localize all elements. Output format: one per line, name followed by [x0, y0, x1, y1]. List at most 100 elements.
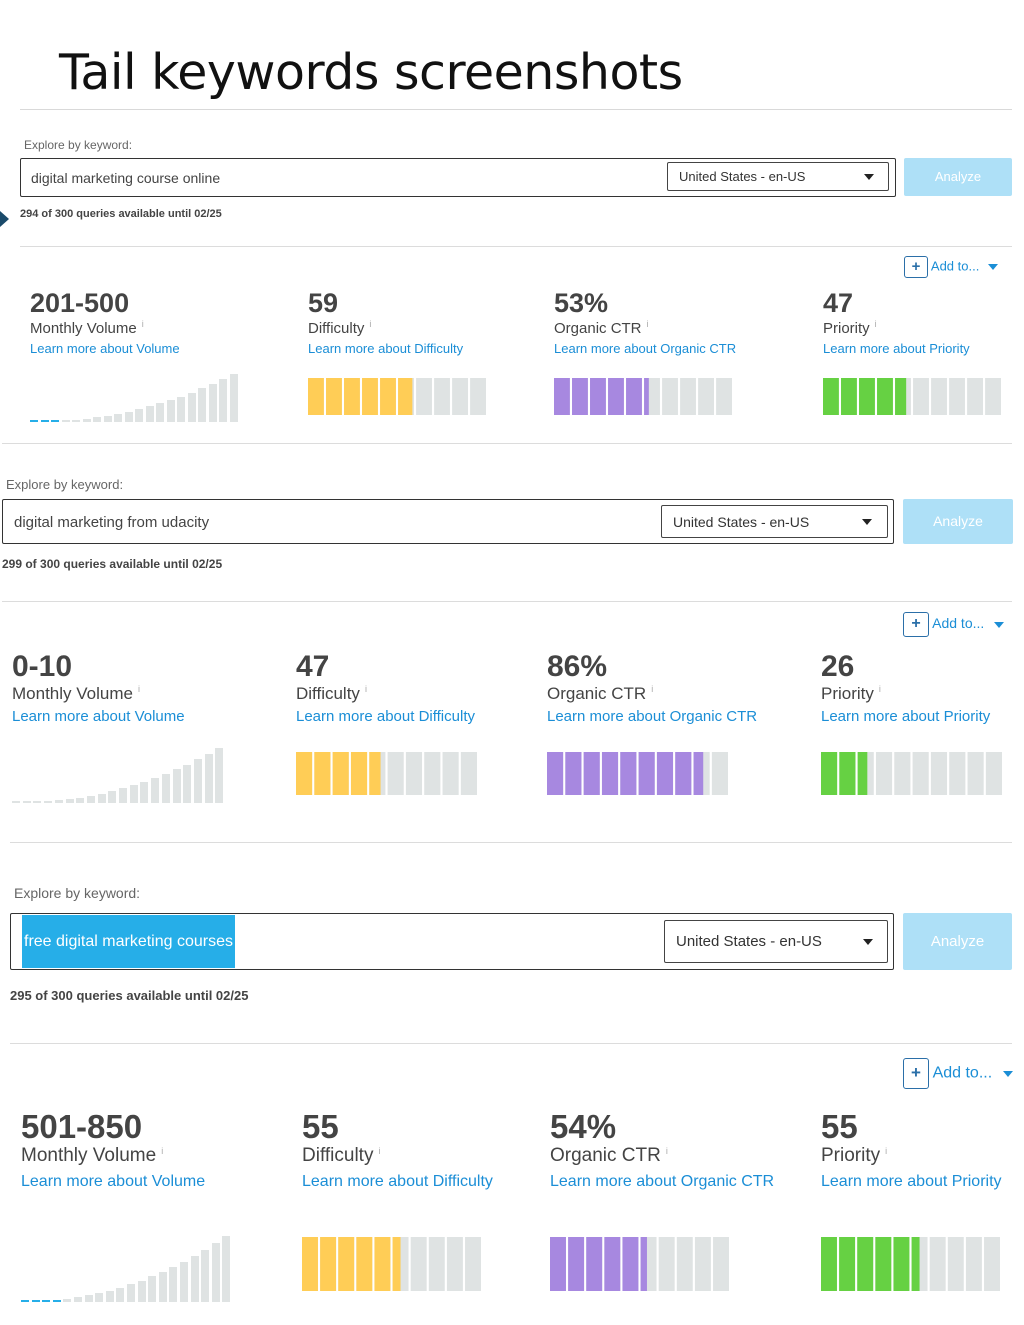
locale-select[interactable]: United States - en-US [661, 505, 888, 538]
metric-volume: 501-850 Monthly Volume i Learn more about… [21, 1110, 205, 1191]
add-to-button[interactable]: + Add to... [903, 612, 1005, 637]
chevron-down-icon [862, 519, 872, 525]
keyword-input[interactable]: free digital marketing courses United St… [10, 913, 894, 970]
learn-more-priority[interactable]: Learn more about Priority [823, 341, 970, 356]
keyword-input[interactable]: digital marketing course online United S… [20, 158, 896, 197]
learn-more-difficulty[interactable]: Learn more about Difficulty [302, 1173, 493, 1190]
locale-select[interactable]: United States - en-US [667, 162, 889, 191]
caret-down-icon [1002, 1070, 1013, 1077]
learn-more-ctr[interactable]: Learn more about Organic CTR [547, 708, 758, 725]
volume-bar [93, 417, 101, 422]
plus-box-icon: + [904, 256, 928, 278]
volume-bar [187, 392, 196, 422]
score-segment [949, 378, 965, 415]
volume-chart [12, 748, 226, 803]
analyze-button[interactable]: Analyze [904, 158, 1012, 196]
analyze-button[interactable]: Analyze [903, 913, 1012, 970]
score-segment-fill [693, 752, 704, 795]
metric-priority: 55 Priority i Learn more about Priority [821, 1110, 1002, 1191]
ctr-label: Organic CTR i [547, 684, 654, 703]
score-segment [405, 752, 423, 795]
volume-bar [76, 797, 85, 803]
learn-more-volume[interactable]: Learn more about Volume [30, 341, 180, 356]
learn-more-volume[interactable]: Learn more about Volume [21, 1173, 206, 1190]
score-segment-fill [857, 1237, 874, 1291]
metric-difficulty: 55 Difficulty i Learn more about Difficul… [302, 1110, 493, 1191]
score-segment [460, 752, 477, 795]
score-segment [913, 378, 929, 415]
add-to-button[interactable]: + Add to... [903, 1058, 1013, 1089]
divider [20, 246, 1012, 247]
score-segment [894, 752, 911, 795]
priority-value: 55 [821, 1108, 858, 1145]
learn-more-priority[interactable]: Learn more about Priority [821, 708, 991, 725]
volume-value: 501-850 [21, 1108, 143, 1145]
learn-more-volume[interactable]: Learn more about Volume [12, 708, 185, 725]
learn-more-priority[interactable]: Learn more about Priority [821, 1173, 1002, 1190]
score-segment-fill [875, 1237, 892, 1291]
score-segment-fill [369, 752, 381, 795]
volume-bar [103, 415, 112, 422]
volume-bar [193, 759, 202, 803]
volume-bar [30, 420, 38, 422]
score-segment-fill [644, 378, 649, 415]
volume-bar [201, 1249, 210, 1302]
volume-label: Monthly Volume i [12, 684, 140, 703]
add-to-button[interactable]: + Add to... [904, 256, 998, 278]
volume-bar [127, 1284, 135, 1302]
score-segment [931, 378, 947, 415]
learn-more-ctr[interactable]: Learn more about Organic CTR [554, 341, 737, 356]
volume-bar [21, 1300, 29, 1302]
metric-difficulty: 47 Difficulty i Learn more about Difficul… [296, 650, 475, 726]
metric-volume: 0-10 Monthly Volume i Learn more about Vo… [12, 652, 185, 726]
priority-bar [821, 752, 1002, 795]
analyze-button[interactable]: Analyze [903, 499, 1013, 544]
title-divider [20, 109, 1012, 110]
locale-value: United States - en-US [676, 933, 822, 950]
score-segment [676, 1237, 693, 1291]
score-segment-fill [895, 378, 907, 415]
score-segment [442, 752, 459, 795]
volume-bar [82, 418, 91, 422]
score-segment [711, 752, 728, 795]
keyword-input[interactable]: digital marketing from udacity United St… [2, 499, 894, 544]
score-segment-fill [314, 752, 331, 795]
volume-bar [42, 1300, 51, 1302]
info-icon: i [885, 1145, 888, 1156]
score-segment-fill [374, 1237, 391, 1291]
score-segment-fill [572, 378, 588, 415]
score-segment-fill [332, 752, 349, 795]
score-segment [713, 1237, 729, 1291]
volume-bar [40, 420, 49, 422]
volume-bar [119, 788, 127, 803]
locale-select[interactable]: United States - en-US [664, 920, 888, 963]
volume-bar [54, 800, 63, 803]
volume-bar [84, 1295, 93, 1302]
queries-available: 295 of 300 queries available until 02/25 [10, 988, 249, 1003]
add-to-label: Add to... [932, 1064, 993, 1082]
learn-more-difficulty[interactable]: Learn more about Difficulty [308, 341, 464, 356]
volume-bar [161, 773, 170, 803]
learn-more-difficulty[interactable]: Learn more about Difficulty [296, 708, 475, 725]
caret-down-icon [994, 621, 1005, 628]
volume-bar [116, 1287, 125, 1302]
score-segment [416, 378, 432, 415]
learn-more-ctr[interactable]: Learn more about Organic CTR [550, 1173, 775, 1190]
keyword-value: digital marketing from udacity [14, 514, 210, 531]
volume-label: Monthly Volume i [30, 319, 144, 337]
priority-label: Priority i [821, 684, 881, 703]
score-segment-fill [839, 752, 856, 795]
info-icon: i [651, 684, 654, 695]
score-segment-fill [380, 378, 396, 415]
difficulty-label: Difficulty i [308, 319, 372, 337]
volume-bar [151, 777, 160, 803]
volume-bar [108, 791, 117, 803]
score-segment-fill [356, 1237, 373, 1291]
volume-bar [124, 411, 133, 422]
score-segment [434, 378, 450, 415]
pointer-arrow-icon [0, 211, 9, 227]
difficulty-value: 47 [296, 650, 330, 683]
score-segment [912, 752, 929, 795]
score-segment [698, 378, 714, 415]
ctr-bar [554, 378, 732, 415]
